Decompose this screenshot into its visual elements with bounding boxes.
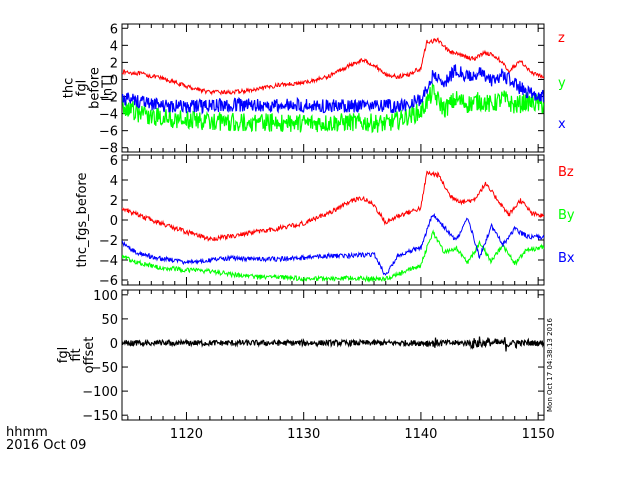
y-tick-label: 2 [110, 56, 118, 71]
x-tick-label: 1120 [170, 427, 203, 442]
y-tick-label: −4 [99, 108, 118, 123]
y-tick-label: 100 [93, 289, 118, 304]
panel-fgs-before: 6 4 2 0 −2 −4 −6 thc_fgs_before Bz By Bx [75, 154, 575, 289]
y-axis-title: thc [62, 78, 77, 98]
y-tick-label: 50 [101, 313, 118, 328]
legend-label-Bx: Bx [558, 251, 575, 266]
x-tick-label: 1150 [522, 427, 555, 442]
y-tick-label: −2 [99, 91, 118, 106]
legend-label-y: y [558, 76, 566, 91]
y-tick-label: −50 [91, 361, 118, 376]
series-line-y [122, 81, 544, 134]
y-tick-label: 4 [110, 174, 118, 189]
series-line-x [122, 64, 544, 115]
y-axis-title: before [88, 67, 103, 109]
plot-frame [121, 289, 545, 421]
series-line-z [122, 37, 544, 96]
y-tick-label: 0 [110, 73, 118, 88]
y-axis-title: fgl [56, 347, 71, 363]
y-axis-title: [nT] [101, 75, 116, 101]
y-tick-label: 6 [110, 154, 118, 169]
y-tick-label: −2 [99, 234, 118, 249]
y-tick-label: −6 [99, 125, 118, 140]
y-tick-label: −6 [99, 274, 118, 289]
y-tick-label: 4 [110, 39, 118, 54]
x-tick-label: 1140 [404, 427, 437, 442]
x-tick-label: 1130 [287, 427, 320, 442]
series-line-By [122, 229, 544, 283]
panel-fit-offset: 100 50 0 −50 −100 −150 1120 1130 1140 1150 fglfito… [56, 289, 555, 442]
y-axis-title: fgl [75, 80, 90, 96]
y-axis-title: offset [82, 337, 97, 374]
y-axis-title: thc_fgs_before [75, 173, 90, 268]
y-tick-label: −100 [82, 385, 118, 400]
y-tick-label: −8 [99, 142, 118, 157]
plot-frame [121, 23, 545, 153]
series-line-Bx [122, 212, 544, 276]
legend-label-By: By [558, 208, 575, 223]
y-tick-label: −4 [99, 254, 118, 269]
y-tick-label: 6 [110, 22, 118, 37]
series-line-offset [122, 336, 544, 352]
y-tick-label: −150 [82, 409, 118, 424]
legend-label-x: x [558, 117, 566, 132]
legend-label-Bz: Bz [558, 165, 574, 180]
y-tick-label: 0 [110, 214, 118, 229]
plot-frame [121, 154, 545, 286]
series-line-Bz [122, 170, 544, 242]
y-axis-title: fit [69, 348, 84, 361]
y-tick-label: 2 [110, 194, 118, 209]
legend-label-z: z [558, 31, 565, 46]
timestamp-stamp: Mon Oct 17 04:38:13 2016 [546, 318, 554, 412]
y-tick-label: 0 [110, 337, 118, 352]
date-label: 2016 Oct 09 [6, 438, 87, 453]
time-format-label: hhmm [6, 425, 48, 440]
